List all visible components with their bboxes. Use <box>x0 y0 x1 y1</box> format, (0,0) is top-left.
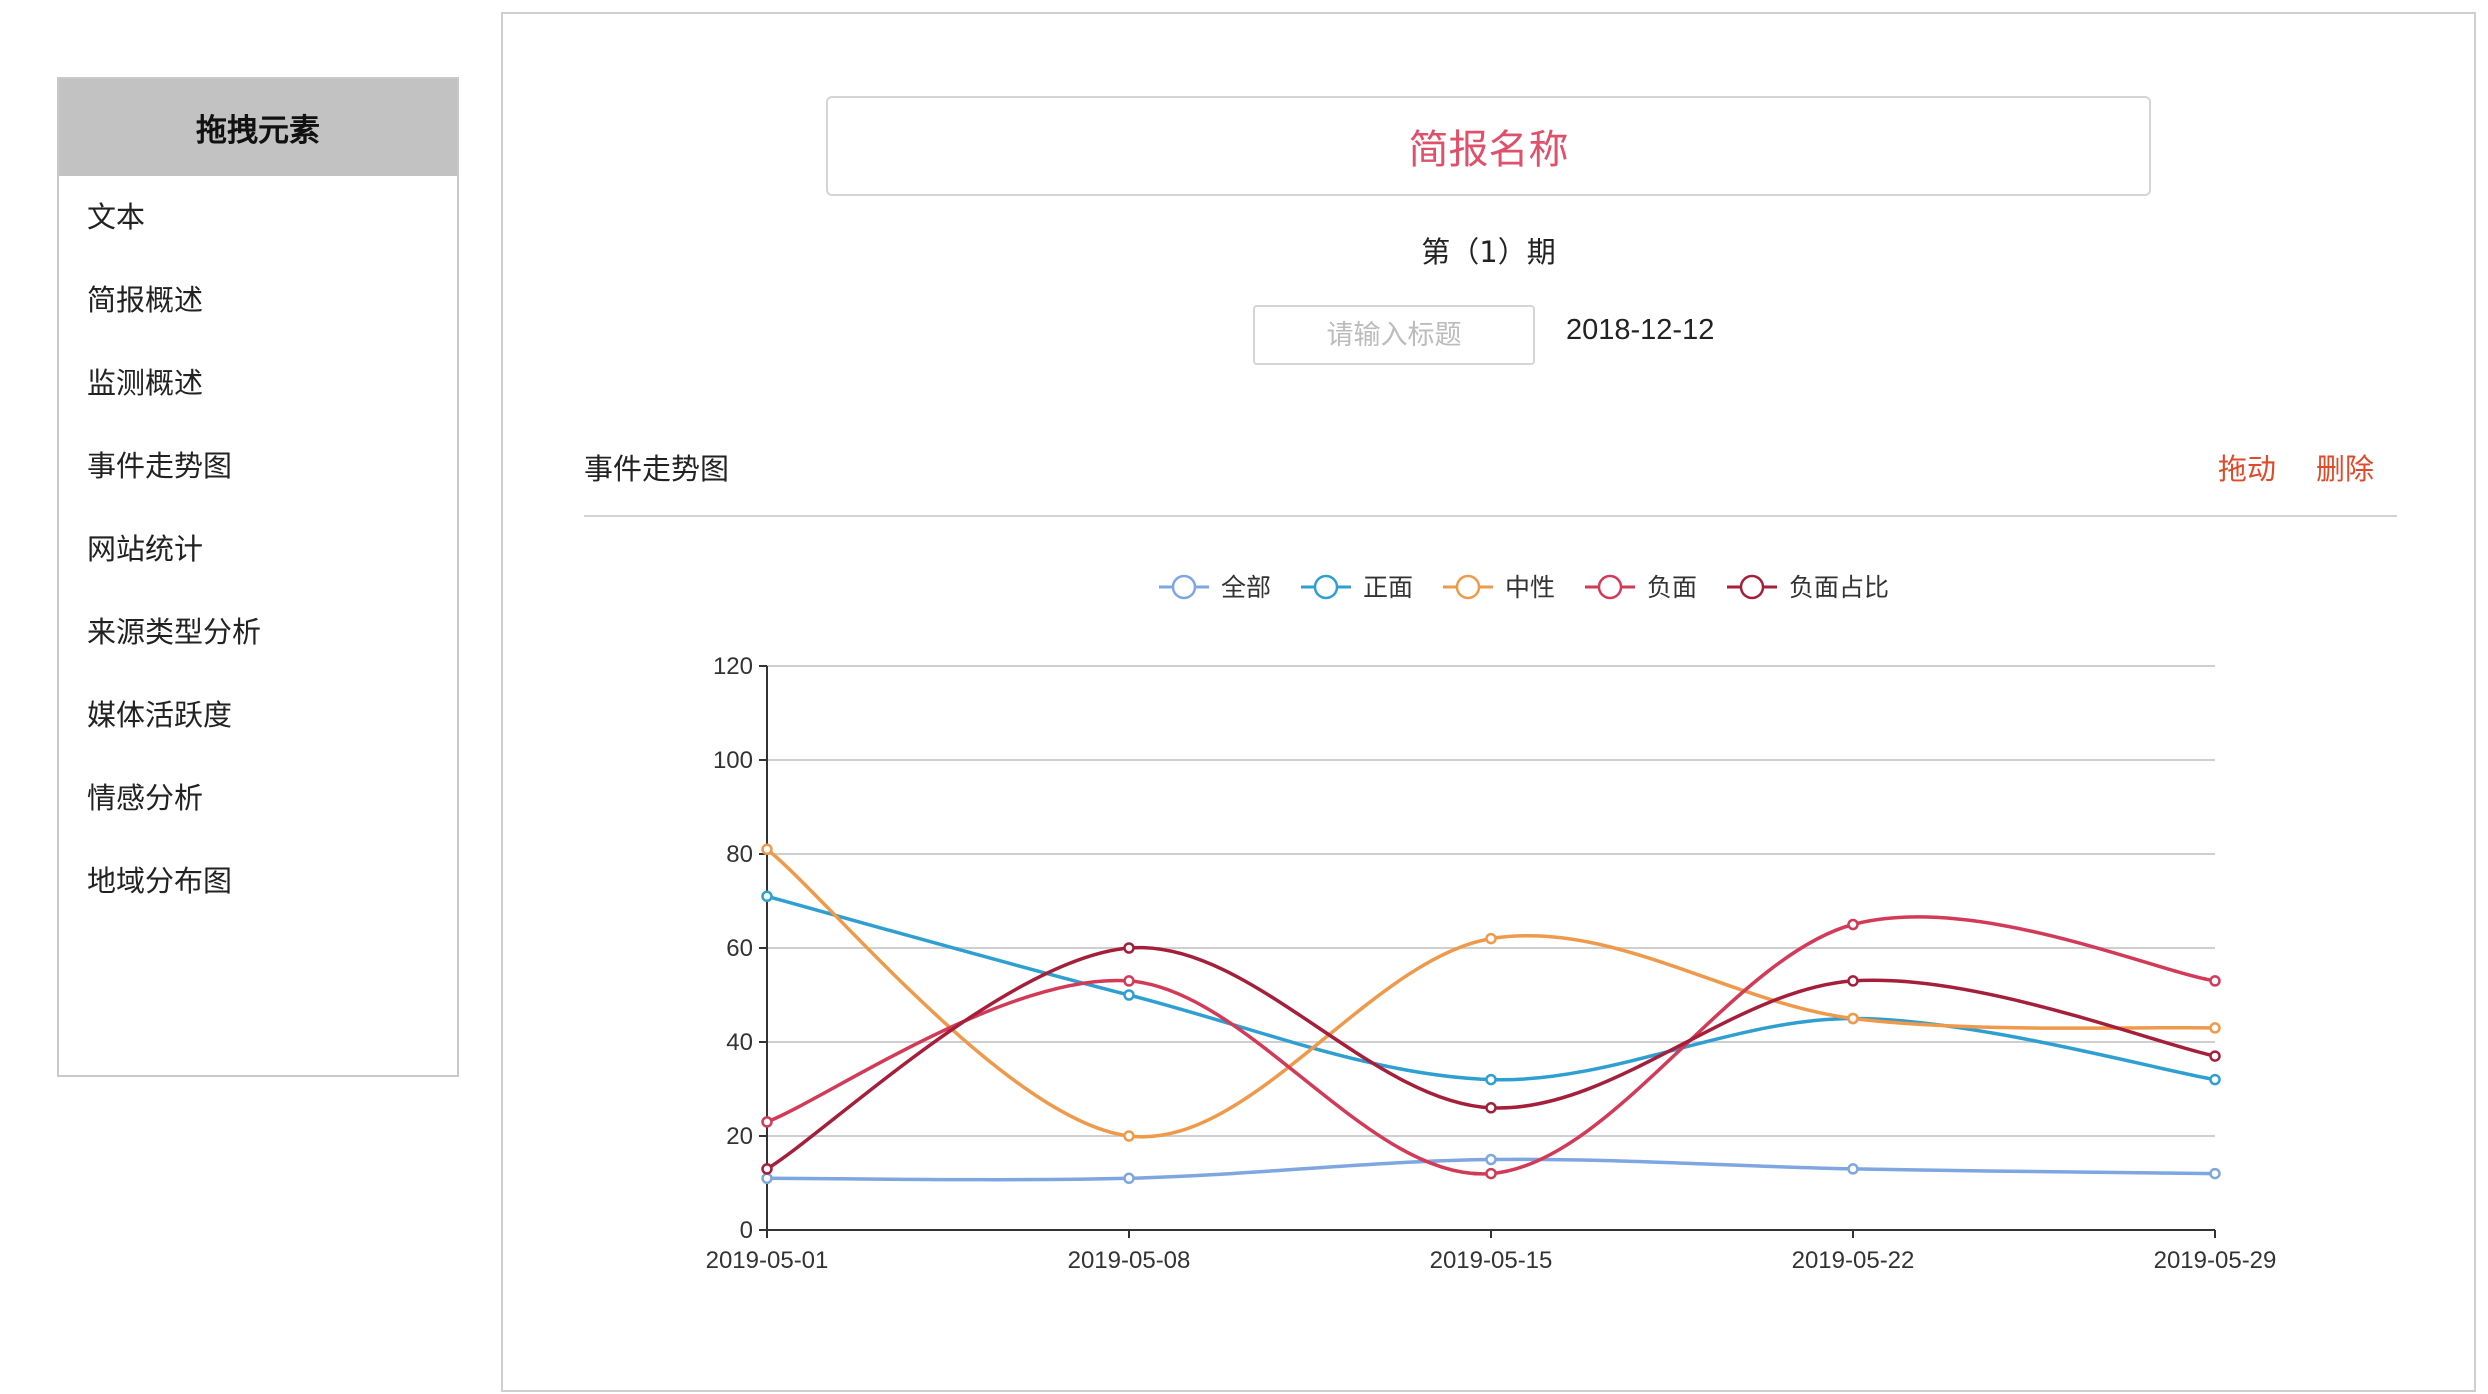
y-tick-label: 120 <box>713 653 753 680</box>
data-point <box>2209 1167 2221 1180</box>
issue-number: 第（1）期 <box>1421 235 1556 269</box>
data-point <box>1847 918 1859 931</box>
palette-item-source-type[interactable]: 来源类型分析 <box>87 615 262 649</box>
data-point <box>1485 1073 1497 1086</box>
palette-item-monitor-overview[interactable]: 监测概述 <box>87 366 204 400</box>
x-tick-label: 2019-05-15 <box>1430 1247 1553 1274</box>
data-point <box>1123 1130 1135 1142</box>
y-tick-label: 80 <box>726 841 753 868</box>
section-title: 事件走势图 <box>584 452 730 486</box>
report-date: 2018-12-12 <box>1566 314 1715 346</box>
data-point <box>2209 975 2221 987</box>
delete-button[interactable]: 删除 <box>2316 452 2375 486</box>
palette-item-media-activity[interactable]: 媒体活跃度 <box>87 698 233 732</box>
palette-item-event-trend[interactable]: 事件走势图 <box>87 449 233 483</box>
x-tick-label: 2019-05-29 <box>2154 1247 2277 1274</box>
palette-item-text[interactable]: 文本 <box>87 200 146 234</box>
legend-label: 全部 <box>1221 573 1271 602</box>
drag-button[interactable]: 拖动 <box>2218 452 2277 486</box>
data-point <box>761 843 773 856</box>
event-trend-chart: 0 20 40 60 80 100 120 2019-05-01 2019-05-08 2019-… <box>706 573 2277 1274</box>
palette-item-report-overview[interactable]: 简报概述 <box>87 283 204 317</box>
data-point <box>1123 1172 1135 1185</box>
section-divider <box>584 515 2397 517</box>
data-point <box>1847 1163 1859 1175</box>
series-line <box>765 847 2216 1139</box>
y-tick-label: 60 <box>726 935 753 962</box>
data-point <box>761 1116 773 1128</box>
x-tick-label: 2019-05-01 <box>706 1247 829 1274</box>
palette-title: 拖拽元素 <box>59 79 457 176</box>
data-point <box>2209 1073 2221 1086</box>
data-point <box>1123 942 1135 954</box>
data-point <box>2209 1050 2221 1062</box>
data-point <box>1847 975 1859 987</box>
legend-swatch-marker <box>1455 574 1481 600</box>
y-tick-label: 0 <box>740 1217 753 1244</box>
data-point <box>1485 1153 1497 1166</box>
legend-label: 负面 <box>1647 573 1697 602</box>
x-tick-label: 2019-05-08 <box>1068 1247 1191 1274</box>
report-canvas: 简报名称 第（1）期 2018-12-12 事件走势图 拖动 删除 0 20 40 6… <box>501 12 2476 1392</box>
report-title-field[interactable]: 简报名称 <box>826 96 2151 196</box>
y-tick-label: 100 <box>713 747 753 774</box>
data-point <box>761 890 773 903</box>
palette-item-site-stats[interactable]: 网站统计 <box>87 532 204 566</box>
data-point <box>1485 1102 1497 1114</box>
series-line <box>766 945 2216 1171</box>
legend-swatch-marker <box>1313 574 1339 600</box>
palette-list: 文本 简报概述 监测概述 事件走势图 网站统计 来源类型分析 媒体活跃度 情感分… <box>59 176 457 923</box>
legend-swatch-marker <box>1597 574 1623 600</box>
subtitle-input[interactable] <box>1253 305 1535 365</box>
legend-swatch-marker <box>1739 574 1765 600</box>
data-point <box>1485 932 1497 945</box>
palette-item-region-map[interactable]: 地域分布图 <box>87 864 233 898</box>
data-point <box>1847 1012 1859 1025</box>
legend-label: 中性 <box>1505 573 1555 602</box>
data-point <box>1485 1167 1497 1180</box>
data-point <box>1123 975 1135 987</box>
x-tick-label: 2019-05-22 <box>1792 1247 1915 1274</box>
palette-item-sentiment[interactable]: 情感分析 <box>87 781 204 815</box>
data-point <box>2209 1022 2221 1034</box>
legend-label: 正面 <box>1363 573 1413 602</box>
data-point <box>1123 989 1135 1001</box>
element-palette: 拖拽元素 文本 简报概述 监测概述 事件走势图 网站统计 来源类型分析 媒体活跃… <box>57 77 459 1077</box>
y-tick-label: 40 <box>726 1029 753 1056</box>
y-tick-label: 20 <box>726 1123 753 1150</box>
legend-swatch-marker <box>1171 574 1197 600</box>
legend-label: 负面占比 <box>1789 573 1889 602</box>
data-point <box>761 1172 773 1185</box>
data-point <box>761 1163 773 1175</box>
